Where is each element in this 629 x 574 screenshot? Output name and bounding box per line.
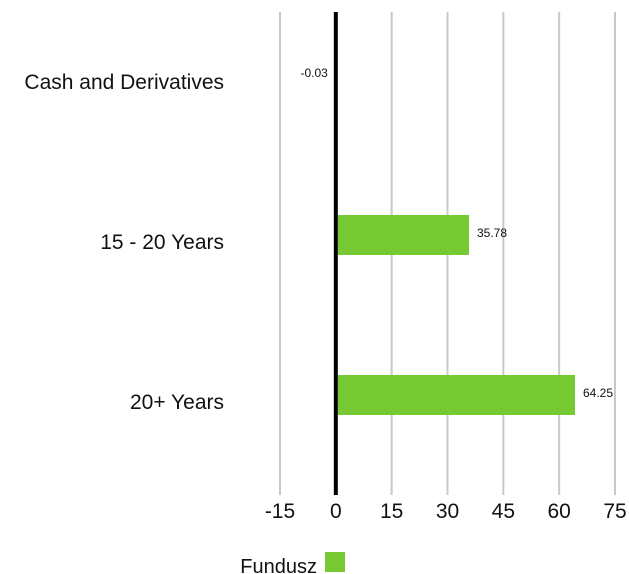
x-tick-label-60: 60 [547, 500, 570, 523]
category-label-cash-and-derivatives: Cash and Derivatives [24, 71, 224, 94]
category-label-15-20-years: 15 - 20 Years [100, 231, 224, 254]
bar-15-20-years [337, 215, 470, 255]
data-label-20-years: 64.25 [583, 386, 613, 400]
category-label-20-years: 20+ Years [130, 391, 224, 414]
bar-20-years [337, 375, 575, 415]
x-axis-tick-labels: -15 0 15 30 45 60 75 [265, 500, 627, 523]
bars [335, 55, 575, 415]
x-tick-label-15: 15 [380, 500, 403, 523]
legend: Fundusz [240, 552, 345, 574]
x-tick-label-0: 0 [330, 500, 342, 523]
legend-swatch-fundusz [325, 552, 345, 572]
data-label-15-20-years: 35.78 [477, 226, 507, 240]
x-tick-label-45: 45 [492, 500, 515, 523]
category-labels: Cash and Derivatives 15 - 20 Years 20+ Yea… [24, 71, 224, 414]
legend-label-fundusz: Fundusz [240, 556, 317, 574]
x-tick-label-75: 75 [603, 500, 626, 523]
x-tick-label--15: -15 [265, 500, 295, 523]
x-tick-label-30: 30 [436, 500, 459, 523]
data-labels: -0.03 35.78 64.25 [300, 66, 613, 400]
data-label-cash-and-derivatives: -0.03 [300, 66, 328, 80]
